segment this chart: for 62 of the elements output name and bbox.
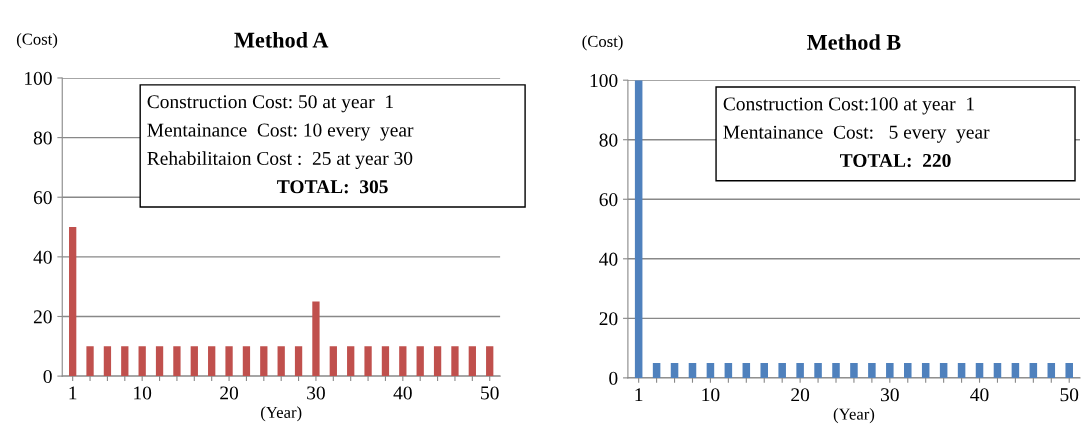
x-tick-label: 40: [970, 388, 989, 402]
bar: [433, 346, 442, 377]
bar: [381, 346, 390, 377]
bar: [69, 227, 77, 377]
chart-title: Method A: [234, 31, 329, 48]
y-axis-title: (Cost): [582, 35, 623, 51]
bar: [225, 346, 233, 377]
chart-title: Method B: [807, 34, 901, 50]
x-tick-label: 10: [702, 388, 720, 402]
bar: [260, 346, 268, 377]
bar: [364, 346, 372, 377]
bar: [155, 346, 164, 377]
x-tick-label: 30: [881, 388, 899, 402]
bar: [347, 346, 355, 377]
bar: [468, 346, 476, 377]
bar: [294, 346, 303, 377]
bar: [277, 346, 285, 377]
bar: [416, 346, 424, 377]
annotation: Mentainance Cost: 10 every year: [147, 123, 414, 141]
y-tick-label: 60: [599, 193, 618, 207]
bar: [121, 346, 129, 377]
x-tick-label: 40: [393, 386, 412, 400]
bar: [208, 346, 216, 377]
x-tick-label: 20: [791, 388, 810, 402]
annotation: Construction Cost: 50 at year 1: [147, 95, 393, 113]
y-tick-label: 100: [590, 74, 618, 88]
bar: [86, 346, 94, 377]
y-tick-label: 20: [599, 312, 618, 326]
bar: [486, 346, 494, 377]
x-tick-label: 30: [307, 386, 325, 400]
y-tick-label: 20: [33, 310, 52, 324]
annotation: TOTAL: 305: [277, 180, 388, 194]
y-tick-label: 80: [599, 133, 618, 147]
x-tick-label: 10: [134, 386, 152, 400]
bar: [329, 346, 337, 377]
y-tick-label: 0: [43, 369, 52, 384]
bar: [312, 301, 320, 377]
y-tick-label: 40: [33, 250, 52, 264]
y-tick-label: 0: [609, 371, 618, 385]
x-axis-title: (Year): [261, 406, 302, 422]
x-tick-label: 20: [220, 386, 239, 400]
bar: [399, 346, 407, 377]
annotation: Construction Cost:100 at year 1: [723, 97, 974, 115]
annotation: TOTAL: 220: [840, 153, 951, 168]
x-tick-label: 50: [481, 386, 499, 400]
bar: [173, 346, 181, 377]
y-tick-label: 80: [33, 131, 52, 145]
bar: [242, 346, 251, 377]
y-tick-label: 40: [599, 252, 618, 266]
x-tick-label: 1: [69, 386, 77, 400]
bar: [451, 346, 459, 377]
bar: [103, 346, 112, 377]
bar: [190, 346, 198, 377]
annotation: Mentainance Cost: 5 every year: [723, 125, 990, 143]
x-tick-label: 1: [635, 388, 643, 402]
y-tick-label: 60: [33, 191, 52, 205]
y-axis-title: (Cost): [16, 33, 58, 49]
x-axis-title: (Year): [833, 408, 875, 424]
bar: [138, 346, 146, 377]
annotation: Rehabilitaion Cost : 25 at year 30: [147, 151, 413, 169]
y-tick-label: 100: [25, 71, 52, 85]
x-tick-label: 50: [1060, 388, 1079, 402]
